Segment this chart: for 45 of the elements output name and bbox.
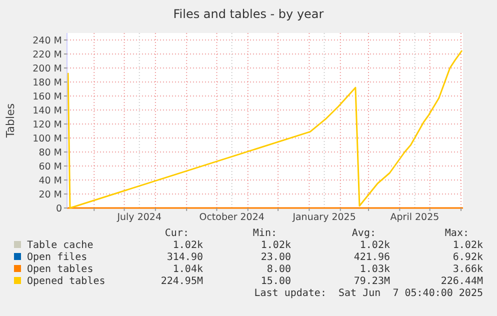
text: 314.90 <box>166 252 203 263</box>
text: Max: <box>444 228 469 239</box>
y-tick-label: 220 M <box>32 50 62 60</box>
y-tick-label: 140 M <box>32 106 62 116</box>
legend-label: Open tables <box>27 264 94 275</box>
y-tick-label: 200 M <box>32 64 62 74</box>
text: 3.66k <box>452 264 483 275</box>
y-tick-label: 240 M <box>32 36 62 46</box>
text: 1.02k <box>172 240 203 251</box>
text: 79.23M <box>354 276 390 287</box>
text: 1.04k <box>172 264 203 275</box>
y-tick-label: 160 M <box>32 92 62 102</box>
text: Avg: <box>352 228 376 239</box>
y-tick-label: 120 M <box>32 120 62 130</box>
text: 1.02k <box>452 240 483 251</box>
x-tick-label: July 2024 <box>116 212 162 223</box>
y-tick-label: 100 M <box>32 134 62 144</box>
text: 1.03k <box>360 264 390 275</box>
text: 6.92k <box>452 252 483 263</box>
x-tick-label: October 2024 <box>199 212 264 223</box>
text: 421.96 <box>354 252 390 263</box>
y-tick-label: 20 M <box>38 190 62 200</box>
legend-label: Table cache <box>27 240 94 251</box>
text: Last update: Sat Jun 7 05:40:00 2025 <box>254 288 483 299</box>
legend-label: Opened tables <box>27 276 106 287</box>
y-tick-label: 60 M <box>38 162 62 172</box>
text: Min: <box>252 228 277 239</box>
text: Cur: <box>164 228 189 239</box>
text: 15.00 <box>260 276 291 287</box>
y-tick-label: 180 M <box>32 78 62 88</box>
text: 8.00 <box>266 264 291 275</box>
text: 1.02k <box>260 240 291 251</box>
text: 23.00 <box>260 252 291 263</box>
chart-title: Files and tables - by year <box>173 7 324 21</box>
text: 226.44M <box>440 276 483 287</box>
y-tick-label: 40 M <box>38 176 62 186</box>
y-axis-title: Tables <box>4 103 17 139</box>
legend-label: Open files <box>27 252 88 263</box>
text: 224.95M <box>160 276 203 287</box>
text: 1.02k <box>360 240 390 251</box>
y-tick-label: 80 M <box>38 148 62 158</box>
x-tick-label: April 2025 <box>390 212 440 223</box>
line-series <box>67 50 463 209</box>
y-tick-label: 0 <box>56 204 62 214</box>
x-tick-label: January 2025 <box>292 212 356 223</box>
